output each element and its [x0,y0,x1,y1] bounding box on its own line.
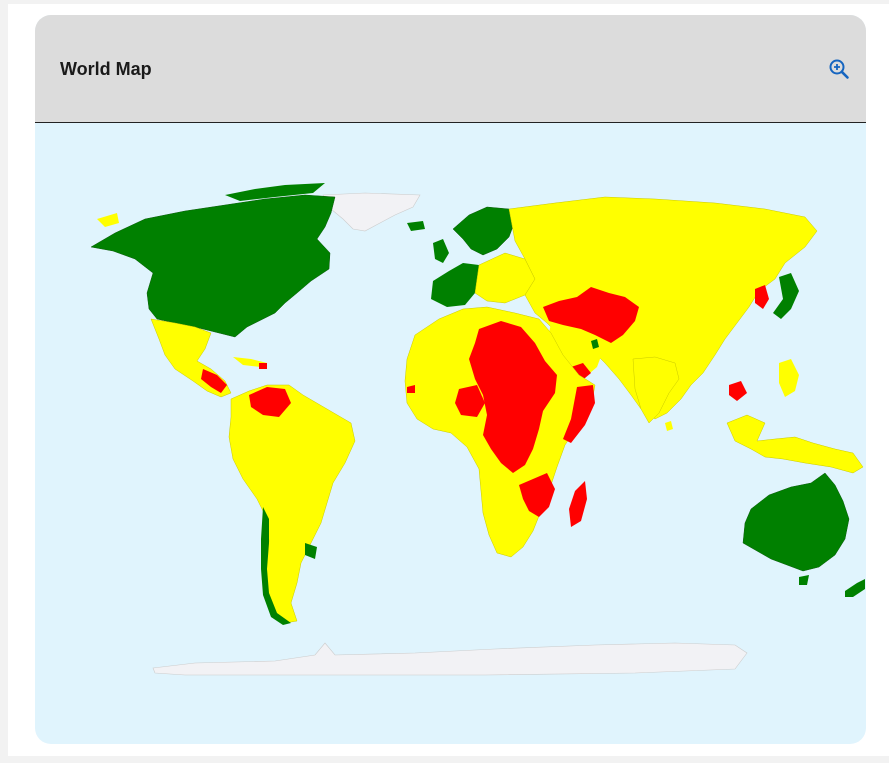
region-madagascar-red[interactable] [569,481,587,527]
region-antarctica[interactable] [152,642,748,676]
region-central-africa-red[interactable] [469,321,557,473]
region-central-america-red[interactable] [201,369,227,393]
region-west-africa-red[interactable] [407,385,415,393]
region-greenland[interactable] [322,192,421,232]
zoom-in-button[interactable] [828,58,850,80]
region-indonesia[interactable] [726,414,864,474]
region-caribbean[interactable] [233,357,267,367]
region-middle-east-red[interactable] [543,287,639,343]
region-uruguay-green[interactable] [305,543,317,559]
page: World Map [8,4,889,756]
region-uk-green[interactable] [433,239,449,263]
card-header: World Map [35,15,866,123]
region-japan-green[interactable] [773,273,799,319]
region-south-america[interactable] [228,384,356,624]
card-title: World Map [60,59,152,79]
region-venezuela-red[interactable] [249,387,291,417]
map-area[interactable] [35,123,866,744]
region-north-america[interactable] [90,194,336,338]
region-alaska-west[interactable] [97,213,119,227]
region-tasmania[interactable] [799,575,809,585]
world-map[interactable] [35,123,866,744]
region-scandinavia-green[interactable] [452,206,516,256]
region-south-east-africa-red[interactable] [519,473,555,517]
region-canada-islands[interactable] [225,183,325,201]
region-india[interactable] [632,356,680,424]
region-chile-green[interactable] [261,507,291,625]
region-new-zealand[interactable] [845,579,865,597]
region-sri-lanka[interactable] [665,421,673,431]
zoom-in-icon [829,59,849,79]
world-map-card: World Map [35,15,866,744]
region-somalia-red[interactable] [563,385,595,443]
region-nigeria-red[interactable] [455,385,485,417]
region-russia-asia[interactable] [508,196,818,420]
region-western-europe-green[interactable] [431,263,483,307]
region-iceland-green[interactable] [407,221,425,231]
region-korea-red[interactable] [755,285,769,309]
region-philippines[interactable] [779,359,799,397]
region-haiti-red[interactable] [259,363,267,369]
region-australia[interactable] [742,472,850,572]
region-cambodia-red[interactable] [729,381,747,401]
region-uae-green[interactable] [591,339,599,349]
